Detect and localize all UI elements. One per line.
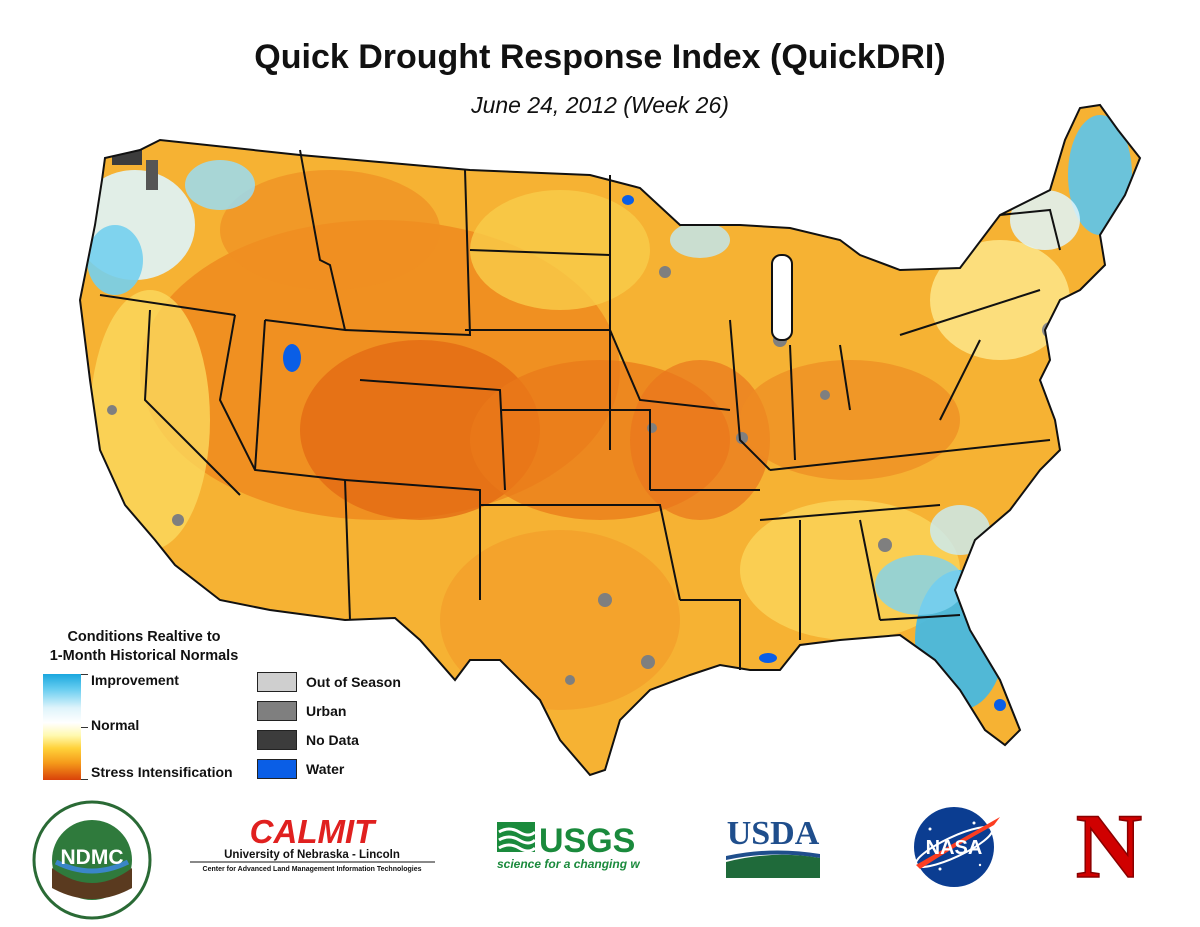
usgs-logo: USGS science for a changing world [497,822,640,871]
urban-indianapolis [820,390,830,400]
calmit-logo: CALMIT University of Nebraska - Lincoln … [190,813,435,873]
state-borders [79,104,1141,776]
urban-dallas [598,593,612,607]
urban-houston [641,655,655,669]
nebraska-n-logo: N [1068,803,1150,887]
water-lake-michigan [771,254,793,341]
no-data-patch-cascades [146,160,158,190]
legend-swatch-out-of-season [257,672,297,692]
improvement-region-georgia-coast [875,555,965,615]
legend-urban-label: Urban [306,703,347,719]
urban-atlanta [878,538,892,552]
nasa-logo-text: NASA [926,837,983,859]
map-title: Quick Drought Response Index (QuickDRI) [254,38,946,76]
urban-minneapolis [659,266,671,278]
legend-swatch-no-data [257,730,297,750]
improvement-region-maine [1068,115,1132,235]
legend-out-of-season-label: Out of Season [306,674,401,690]
water-red-lakes [622,195,634,205]
legend-title-line1: Conditions Realtive to [67,629,221,645]
calmit-center-text: Center for Advanced Land Management Info… [203,866,422,873]
usgs-wave-icon [497,822,537,853]
stress-region-montana [220,170,440,290]
normal-region-california [90,290,210,550]
normal-region-northeast [930,240,1070,360]
legend-water-label: Water [306,761,345,777]
ramp-tick-middle [81,727,88,728]
legend-improvement-label: Improvement [91,672,179,688]
usgs-tagline: science for a changing world [497,857,640,871]
map-subtitle: June 24, 2012 (Week 26) [471,92,729,118]
improvement-region-oregon-coast [87,225,143,295]
legend-stress-label: Stress Intensification [91,764,233,780]
normal-region-dakotas [470,190,650,310]
nebraska-n-text: N [1076,803,1142,887]
improvement-region-idaho [185,160,255,210]
legend-swatch-water [257,759,297,779]
urban-los-angeles [172,514,184,526]
urban-san-francisco [107,405,117,415]
stress-region-missouri [630,360,770,520]
urban-kansas-city [647,423,657,433]
usda-logo: USDA [726,815,820,878]
no-data-patch-olympic [112,120,142,165]
calmit-university-text: University of Nebraska - Lincoln [224,849,400,861]
nasa-logo: NASA [914,807,1000,887]
improvement-region-carolinas [930,505,990,555]
stress-region-colorado [300,340,540,520]
legend-swatch-urban [257,701,297,721]
legend-color-ramp [43,674,81,780]
water-lake-okeechobee [994,699,1006,711]
improvement-region-new-england [1010,190,1080,250]
water-great-salt-lake [283,344,301,372]
legend-title: Conditions Realtive to 1-Month Historica… [28,628,260,666]
calmit-logo-text: CALMIT [250,813,377,850]
urban-san-antonio [565,675,575,685]
ramp-tick-top [81,674,88,675]
ndmc-logo: NDMC [32,800,152,920]
ndmc-logo-text: NDMC [61,846,124,869]
water-pontchartrain [759,653,777,663]
stress-region-texas [440,530,680,710]
usgs-logo-text: USGS [539,822,635,860]
improvement-region-wisconsin [670,222,730,258]
legend-title-line2: 1-Month Historical Normals [49,648,239,664]
legend-no-data-label: No Data [306,732,359,748]
legend-normal-label: Normal [91,717,140,733]
usda-logo-text: USDA [727,815,820,852]
ramp-tick-bottom [81,779,88,780]
